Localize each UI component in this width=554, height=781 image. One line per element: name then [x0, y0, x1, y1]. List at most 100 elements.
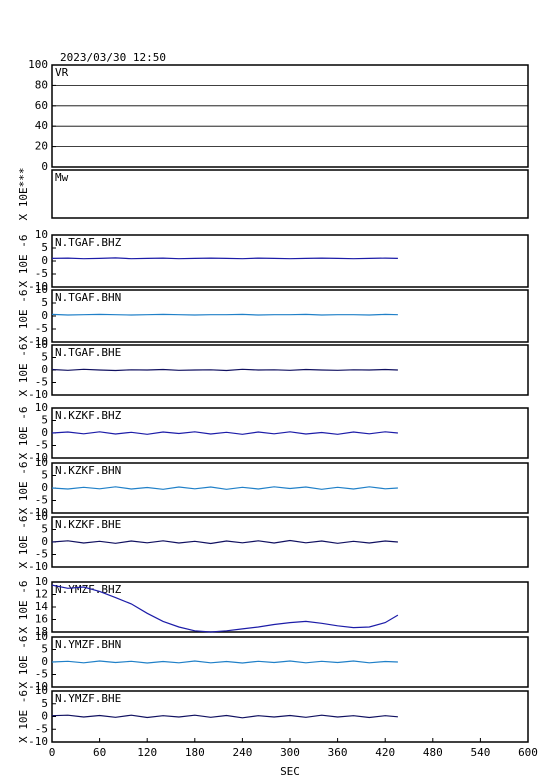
trace	[51, 368, 398, 372]
y-tick-label: -5	[35, 722, 48, 735]
y-tick-label: -5	[35, 494, 48, 507]
y-tick-label: 16	[35, 613, 48, 626]
y-tick-label: 5	[41, 296, 48, 309]
y-tick-label: -10	[28, 388, 48, 401]
y-tick-label: 10	[35, 510, 48, 523]
y-tick-label: -5	[35, 267, 48, 280]
panel-frame	[51, 581, 529, 633]
panel-label: N.YMZF.BHE	[55, 692, 121, 705]
trace	[51, 660, 398, 664]
y-tick-label: 5	[41, 469, 48, 482]
y-tick-label: 0	[41, 426, 48, 439]
y-axis-label: X 10E -6	[17, 581, 30, 634]
y-tick-label: 10	[35, 684, 48, 697]
y-tick-label: 18	[35, 625, 48, 638]
y-tick-label: 5	[41, 643, 48, 656]
y-tick-label: 5	[41, 523, 48, 536]
panel-label: N.KZKF.BHN	[55, 464, 121, 477]
panel-label: N.KZKF.BHE	[55, 518, 121, 531]
y-tick-label: 40	[35, 119, 48, 132]
x-tick-label: 480	[423, 746, 443, 759]
y-tick-label: 5	[41, 241, 48, 254]
panel-frame	[51, 289, 529, 343]
y-tick-label: -10	[28, 335, 48, 348]
y-axis-label: X 10E -6	[17, 636, 30, 689]
y-tick-label: 0	[41, 655, 48, 668]
y-tick-label: -5	[35, 548, 48, 561]
x-axis-label: SEC	[280, 765, 300, 778]
y-axis-label: X 10E***	[17, 168, 30, 221]
trace	[51, 313, 398, 316]
trace	[51, 539, 398, 545]
panel-label: N.TGAF.BHZ	[55, 236, 122, 249]
y-tick-label: 0	[41, 160, 48, 173]
chart-title: 2023/03/30 12:50	[60, 51, 166, 64]
y-tick-label: 10	[35, 401, 48, 414]
panel-frame	[51, 169, 529, 219]
panel-label: N.KZKF.BHZ	[55, 409, 122, 422]
y-tick-label: -10	[28, 451, 48, 464]
panel-label: N.YMZF.BHN	[55, 638, 121, 651]
y-tick-label: 10	[35, 575, 48, 588]
trace	[51, 584, 399, 633]
y-tick-label: -10	[28, 735, 48, 748]
y-tick-label: 80	[35, 78, 48, 91]
x-tick-label: 0	[49, 746, 56, 759]
y-tick-label: 100	[28, 58, 48, 71]
y-tick-label: -10	[28, 280, 48, 293]
y-tick-label: 60	[35, 99, 48, 112]
x-tick-label: 540	[470, 746, 490, 759]
y-tick-label: -5	[35, 439, 48, 452]
y-axis-label: X 10E -6	[17, 516, 30, 569]
y-axis-label: X 10E -6	[17, 462, 30, 515]
panel-label: N.YMZF.BHZ	[55, 583, 122, 596]
y-tick-label: 0	[41, 254, 48, 267]
x-tick-label: 120	[137, 746, 157, 759]
panel-frame	[51, 64, 529, 168]
trace	[51, 431, 398, 435]
y-tick-label: 0	[41, 481, 48, 494]
trace	[51, 486, 398, 490]
x-tick-label: 600	[518, 746, 538, 759]
panel-label: VR	[55, 66, 69, 79]
y-tick-label: 20	[35, 140, 48, 153]
y-tick-label: 0	[41, 309, 48, 322]
y-tick-label: 5	[41, 697, 48, 710]
y-tick-label: 5	[41, 351, 48, 364]
x-tick-label: 240	[232, 746, 252, 759]
panel-label: Mw	[55, 171, 69, 184]
y-tick-label: 14	[35, 600, 49, 613]
y-axis-label: X 10E -6	[17, 690, 30, 743]
y-tick-label: -5	[35, 376, 48, 389]
x-tick-label: 60	[93, 746, 106, 759]
y-tick-label: 5	[41, 414, 48, 427]
y-tick-label: 10	[35, 228, 48, 241]
panel-frame	[51, 234, 529, 288]
y-axis-label: X 10E -6	[17, 344, 30, 397]
y-axis-label: X 10E -6	[17, 235, 30, 288]
x-tick-label: 420	[375, 746, 395, 759]
y-tick-label: 0	[41, 710, 48, 723]
y-tick-label: -10	[28, 560, 48, 573]
y-tick-label: 10	[35, 630, 48, 643]
trace	[51, 714, 398, 719]
y-tick-label: -5	[35, 668, 48, 681]
y-tick-label: 0	[41, 363, 48, 376]
y-axis-label: X 10E -6	[17, 407, 30, 460]
y-tick-label: 0	[41, 535, 48, 548]
y-tick-label: 10	[35, 456, 48, 469]
x-tick-label: 300	[280, 746, 300, 759]
panel-label: N.TGAF.BHE	[55, 346, 121, 359]
trace	[51, 257, 398, 260]
y-axis-label: X 10E -6	[17, 290, 30, 343]
y-tick-label: 10	[35, 338, 48, 351]
x-tick-label: 360	[328, 746, 348, 759]
y-tick-label: 12	[35, 588, 48, 601]
panel-label: N.TGAF.BHN	[55, 291, 121, 304]
y-tick-label: -10	[28, 506, 48, 519]
y-tick-label: -5	[35, 322, 48, 335]
y-tick-label: 10	[35, 283, 48, 296]
y-tick-label: -10	[28, 680, 48, 693]
